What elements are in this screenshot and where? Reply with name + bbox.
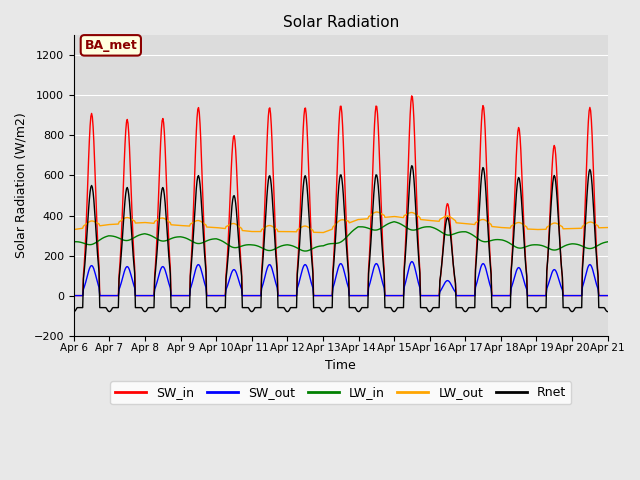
LW_out: [604, 225, 612, 230]
Line: Rnet: Rnet: [74, 166, 608, 312]
Line: SW_in: SW_in: [74, 96, 608, 296]
LW_out: [70, 227, 77, 232]
SW_in: [422, 293, 429, 299]
Rnet: [604, 309, 612, 314]
SW_in: [217, 293, 225, 299]
LW_out: [319, 229, 326, 235]
LW_out: [217, 225, 225, 231]
Title: Solar Radiation: Solar Radiation: [283, 15, 399, 30]
LW_in: [407, 227, 415, 233]
SW_out: [604, 293, 612, 299]
Rnet: [79, 276, 87, 282]
SW_out: [79, 287, 87, 292]
Line: SW_out: SW_out: [74, 262, 608, 296]
LW_in: [390, 219, 397, 225]
LW_out: [134, 220, 142, 226]
LW_in: [301, 248, 309, 254]
LW_out: [407, 210, 415, 216]
Legend: SW_in, SW_out, LW_in, LW_out, Rnet: SW_in, SW_out, LW_in, LW_out, Rnet: [110, 382, 572, 405]
Line: LW_out: LW_out: [74, 212, 608, 232]
X-axis label: Time: Time: [325, 359, 356, 372]
SW_out: [189, 278, 196, 284]
SW_in: [406, 130, 413, 135]
LW_out: [189, 220, 196, 226]
SW_in: [604, 293, 612, 299]
Rnet: [406, 183, 413, 189]
LW_in: [134, 232, 142, 238]
LW_in: [422, 224, 430, 230]
SW_in: [70, 293, 77, 299]
Rnet: [422, 305, 429, 311]
SW_in: [408, 93, 415, 99]
Text: BA_met: BA_met: [84, 39, 137, 52]
LW_out: [373, 209, 381, 215]
Rnet: [217, 305, 225, 311]
SW_in: [134, 293, 142, 299]
LW_out: [79, 223, 87, 229]
SW_in: [79, 272, 87, 277]
SW_out: [217, 293, 225, 299]
LW_in: [79, 240, 87, 246]
SW_out: [134, 293, 142, 299]
LW_in: [604, 239, 612, 245]
LW_in: [217, 238, 225, 243]
SW_out: [422, 293, 429, 299]
Rnet: [408, 163, 415, 168]
SW_in: [189, 229, 196, 235]
LW_out: [422, 217, 430, 223]
Rnet: [189, 245, 196, 251]
Line: LW_in: LW_in: [74, 222, 608, 251]
Rnet: [134, 305, 142, 311]
Y-axis label: Solar Radiation (W/m2): Solar Radiation (W/m2): [15, 113, 28, 258]
Rnet: [70, 309, 77, 314]
SW_out: [406, 264, 413, 269]
LW_in: [70, 239, 77, 245]
SW_out: [70, 293, 77, 299]
SW_out: [408, 259, 415, 264]
LW_in: [189, 239, 196, 244]
